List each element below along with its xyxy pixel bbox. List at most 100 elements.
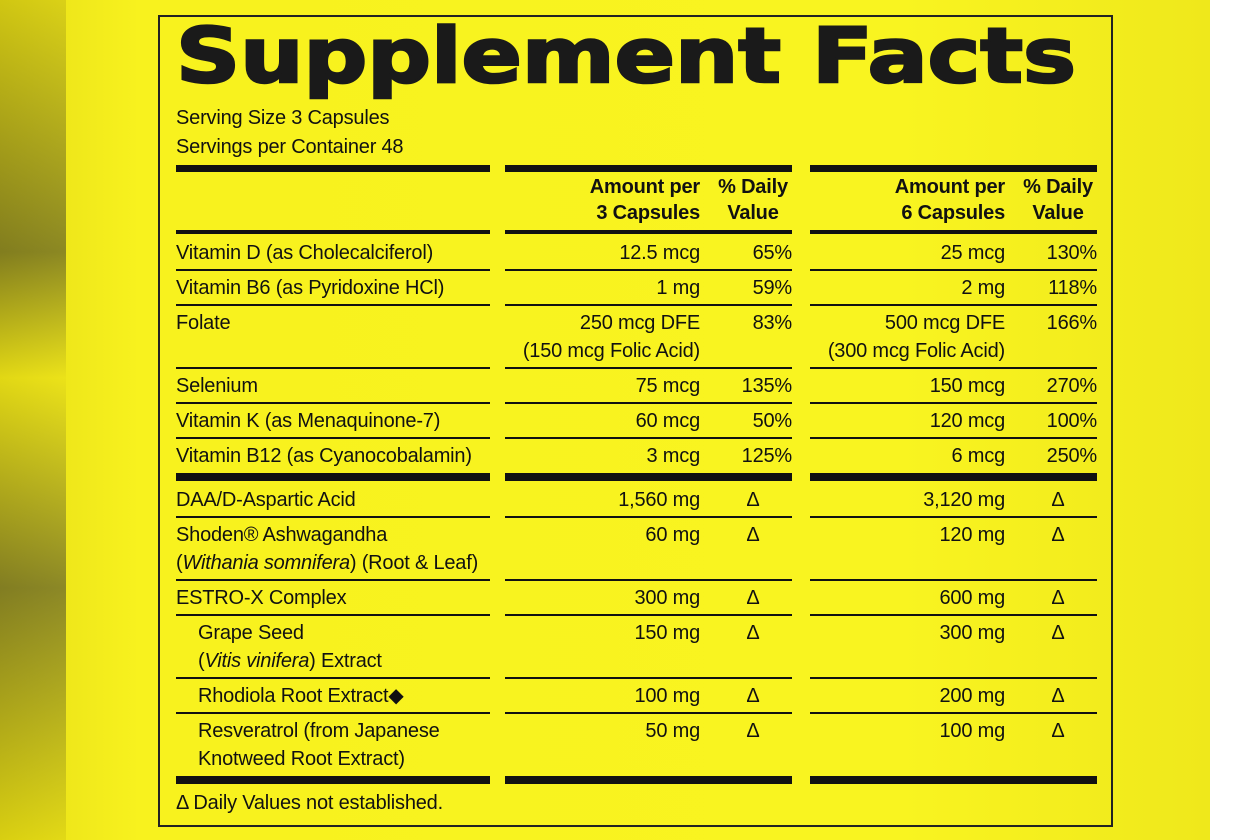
rule [505, 402, 792, 404]
rule [176, 437, 490, 439]
name-part: Rhodiola Root Extract◆ [198, 685, 404, 707]
column-dv-header: Value [727, 202, 779, 224]
name-part: Grape Seed [198, 622, 304, 644]
rule [810, 402, 1097, 404]
rule [810, 165, 1097, 172]
rule [176, 165, 490, 172]
rule [810, 230, 1097, 234]
rule [810, 437, 1097, 439]
rule [505, 579, 792, 581]
daily-value: Δ [746, 720, 760, 742]
name-part: DAA/D-Aspartic Acid [176, 489, 356, 511]
nutrient-name: Shoden® Ashwagandha [176, 523, 387, 547]
nutrient-name: Resveratrol (from Japanese [198, 719, 440, 743]
amount: 300 mg [634, 587, 700, 609]
amount: 12.5 mcg [619, 242, 700, 264]
daily-value: Δ [1051, 685, 1065, 707]
name-part: ( [198, 650, 205, 672]
name-part: Vitamin B12 (as Cyanocobalamin) [176, 445, 472, 467]
daily-value: 59% [752, 277, 793, 299]
facts-box [158, 15, 1113, 827]
amount: 200 mg [939, 685, 1005, 707]
amount: 3,120 mg [923, 489, 1005, 511]
nutrient-name: DAA/D-Aspartic Acid [176, 488, 356, 512]
name-part: ( [176, 552, 183, 574]
rule [176, 402, 490, 404]
amount: 120 mg [939, 524, 1005, 546]
footnote: Δ Daily Values not established. [176, 792, 443, 814]
daily-value: 65% [752, 242, 793, 264]
name-part: Resveratrol (from Japanese [198, 720, 440, 742]
rule [176, 269, 490, 271]
label-background [0, 0, 1210, 840]
rule [176, 516, 490, 518]
amount: 100 mg [634, 685, 700, 707]
name-part: ) (Root & Leaf) [349, 552, 479, 574]
daily-value: 270% [1046, 375, 1098, 397]
rule [505, 614, 792, 616]
nutrient-name: (Withania somnifera) (Root & Leaf) [176, 551, 478, 575]
daily-value: 50% [752, 410, 793, 432]
column-amount-header: Amount per [894, 176, 1005, 198]
rule [505, 712, 792, 714]
rule [505, 367, 792, 369]
nutrient-name: Grape Seed [198, 621, 304, 645]
daily-value: Δ [746, 524, 760, 546]
daily-value: 130% [1046, 242, 1098, 264]
name-part: Vitis vinifera [204, 650, 310, 672]
rule [810, 579, 1097, 581]
amount: 300 mg [939, 622, 1005, 644]
amount: 150 mcg [929, 375, 1006, 397]
name-part: Knotweed Root Extract) [198, 748, 405, 770]
name-part: ESTRO-X Complex [176, 587, 347, 609]
nutrient-name: Vitamin K (as Menaquinone-7) [176, 409, 440, 433]
rule [176, 712, 490, 714]
rule [810, 516, 1097, 518]
column-dv-header: Value [1032, 202, 1084, 224]
column-amount-header: 3 Capsules [596, 202, 700, 224]
rule [810, 776, 1097, 784]
rule [505, 269, 792, 271]
name-part: ) Extract [309, 650, 382, 672]
nutrient-name: Vitamin B6 (as Pyridoxine HCl) [176, 276, 444, 300]
name-part: Shoden® Ashwagandha [176, 524, 388, 546]
title-area: Supplement Facts [175, 10, 1078, 102]
daily-value: 125% [741, 445, 793, 467]
name-part: Vitamin D (as Cholecalciferol) [176, 242, 434, 264]
daily-value: 135% [741, 375, 793, 397]
nutrient-name: (Vitis vinifera) Extract [198, 649, 382, 673]
daily-value: Δ [746, 685, 760, 707]
rule [176, 776, 490, 784]
rule [810, 677, 1097, 679]
rule [810, 367, 1097, 369]
daily-value: Δ [1051, 720, 1065, 742]
rule [505, 230, 792, 234]
daily-value: 100% [1046, 410, 1098, 432]
nutrient-name: Vitamin B12 (as Cyanocobalamin) [176, 444, 472, 468]
rule [810, 269, 1097, 271]
amount: 75 mcg [635, 375, 701, 397]
rule [505, 473, 792, 481]
rule [176, 304, 490, 306]
bottle-edge [0, 0, 66, 840]
serving-size: Serving Size 3 Capsules [176, 107, 390, 129]
column-amount-header: 6 Capsules [901, 202, 1005, 224]
daily-value: 250% [1046, 445, 1098, 467]
daily-value: Δ [746, 489, 760, 511]
amount: 1 mg [656, 277, 700, 299]
amount: 120 mcg [929, 410, 1006, 432]
name-part: Folate [176, 312, 231, 334]
daily-value: Δ [746, 622, 760, 644]
amount: 600 mg [939, 587, 1005, 609]
name-part: Selenium [176, 375, 258, 397]
rule [176, 614, 490, 616]
name-part: Vitamin K (as Menaquinone-7) [176, 410, 441, 432]
nutrient-name: Vitamin D (as Cholecalciferol) [176, 241, 433, 265]
amount: (300 mcg Folic Acid) [827, 340, 1005, 362]
amount: 60 mg [645, 524, 700, 546]
column-amount-header: Amount per [589, 176, 700, 198]
amount: 150 mg [634, 622, 700, 644]
rule [505, 776, 792, 784]
name-part: Withania somnifera [182, 552, 350, 574]
